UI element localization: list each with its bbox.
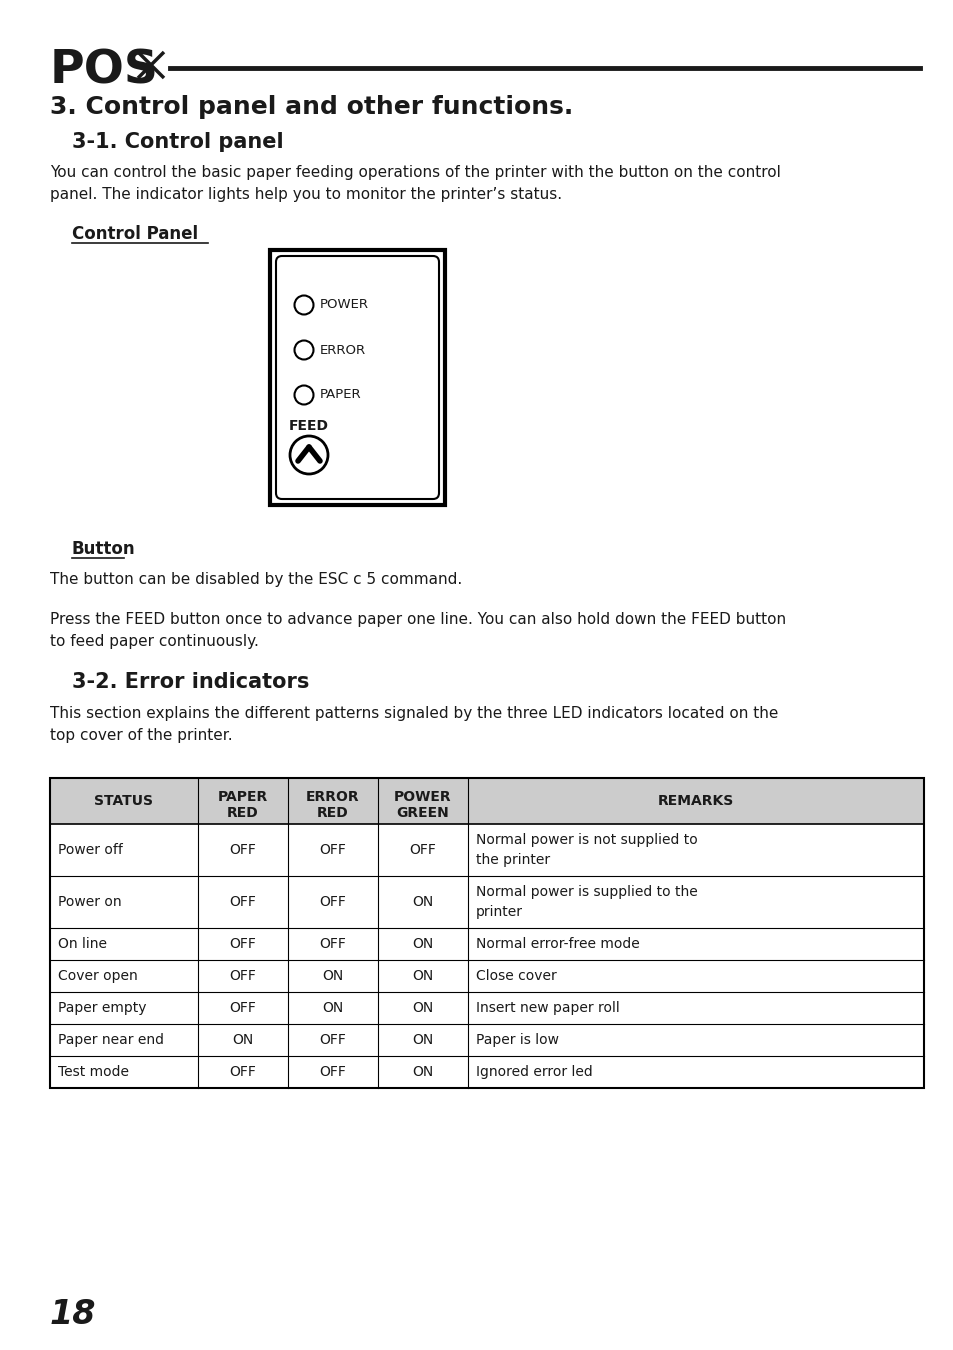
Text: OFF: OFF	[319, 1065, 346, 1079]
Bar	[50, 1025, 923, 1056]
Text: OFF: OFF	[230, 937, 256, 950]
Text: ON: ON	[412, 969, 434, 983]
Text: OFF: OFF	[230, 895, 256, 909]
Text: 3-2. Error indicators: 3-2. Error indicators	[71, 672, 309, 693]
Text: ERROR: ERROR	[319, 343, 366, 356]
Text: Insert new paper roll: Insert new paper roll	[476, 1000, 619, 1015]
Text: OFF: OFF	[319, 1033, 346, 1048]
Text: Normal power is supplied to the
printer: Normal power is supplied to the printer	[476, 886, 697, 919]
Text: OFF: OFF	[230, 969, 256, 983]
Text: 18: 18	[50, 1297, 96, 1331]
Text: You can control the basic paper feeding operations of the printer with the butto: You can control the basic paper feeding …	[50, 165, 781, 202]
Circle shape	[294, 386, 314, 405]
Text: POS: POS	[50, 49, 159, 93]
Text: Power off: Power off	[58, 842, 123, 857]
Text: Press the FEED button once to advance paper one line. You can also hold down the: Press the FEED button once to advance pa…	[50, 612, 785, 649]
Text: ERROR: ERROR	[306, 790, 359, 805]
Text: FEED: FEED	[289, 418, 329, 433]
Text: The button can be disabled by the ESC c 5 command.: The button can be disabled by the ESC c …	[50, 572, 462, 587]
Text: OFF: OFF	[230, 1065, 256, 1079]
Text: REMARKS: REMARKS	[658, 794, 734, 809]
Bar	[50, 992, 923, 1025]
Text: GREEN: GREEN	[396, 806, 449, 819]
Text: ON: ON	[412, 1000, 434, 1015]
Circle shape	[290, 436, 328, 474]
Bar	[50, 1056, 923, 1088]
Bar	[50, 778, 923, 824]
Text: On line: On line	[58, 937, 107, 950]
Text: Power on: Power on	[58, 895, 121, 909]
Text: ON: ON	[322, 969, 343, 983]
Text: Normal power is not supplied to
the printer: Normal power is not supplied to the prin…	[476, 833, 697, 867]
Text: Paper near end: Paper near end	[58, 1033, 164, 1048]
Text: 3. Control panel and other functions.: 3. Control panel and other functions.	[50, 95, 573, 119]
Text: Normal error-free mode: Normal error-free mode	[476, 937, 639, 950]
Bar	[50, 876, 923, 927]
Bar	[50, 960, 923, 992]
Text: ON: ON	[412, 895, 434, 909]
Text: 3-1. Control panel: 3-1. Control panel	[71, 132, 283, 153]
Bar	[50, 927, 923, 960]
Text: POWER: POWER	[319, 298, 369, 312]
Text: POWER: POWER	[394, 790, 452, 805]
Bar	[50, 824, 923, 876]
Text: RED: RED	[227, 806, 258, 819]
Text: Paper empty: Paper empty	[58, 1000, 147, 1015]
Text: ON: ON	[233, 1033, 253, 1048]
Text: Button: Button	[71, 540, 135, 558]
Text: Paper is low: Paper is low	[476, 1033, 558, 1048]
Text: Close cover: Close cover	[476, 969, 557, 983]
Text: ON: ON	[412, 1065, 434, 1079]
Text: ON: ON	[412, 1033, 434, 1048]
FancyBboxPatch shape	[275, 256, 438, 500]
Text: Test mode: Test mode	[58, 1065, 129, 1079]
Circle shape	[294, 340, 314, 359]
Text: Control Panel: Control Panel	[71, 225, 198, 243]
Text: STATUS: STATUS	[94, 794, 153, 809]
Text: OFF: OFF	[409, 842, 436, 857]
Text: OFF: OFF	[230, 842, 256, 857]
Text: OFF: OFF	[230, 1000, 256, 1015]
Text: This section explains the different patterns signaled by the three LED indicator: This section explains the different patt…	[50, 706, 778, 744]
Text: OFF: OFF	[319, 842, 346, 857]
Circle shape	[294, 296, 314, 315]
Text: ON: ON	[412, 937, 434, 950]
Bar	[270, 250, 444, 505]
Bar	[50, 778, 923, 1088]
Text: Cover open: Cover open	[58, 969, 137, 983]
Text: PAPER: PAPER	[217, 790, 268, 805]
Text: OFF: OFF	[319, 937, 346, 950]
Text: Ignored error led: Ignored error led	[476, 1065, 592, 1079]
Text: PAPER: PAPER	[319, 389, 361, 401]
Text: ON: ON	[322, 1000, 343, 1015]
Text: OFF: OFF	[319, 895, 346, 909]
Text: RED: RED	[316, 806, 349, 819]
